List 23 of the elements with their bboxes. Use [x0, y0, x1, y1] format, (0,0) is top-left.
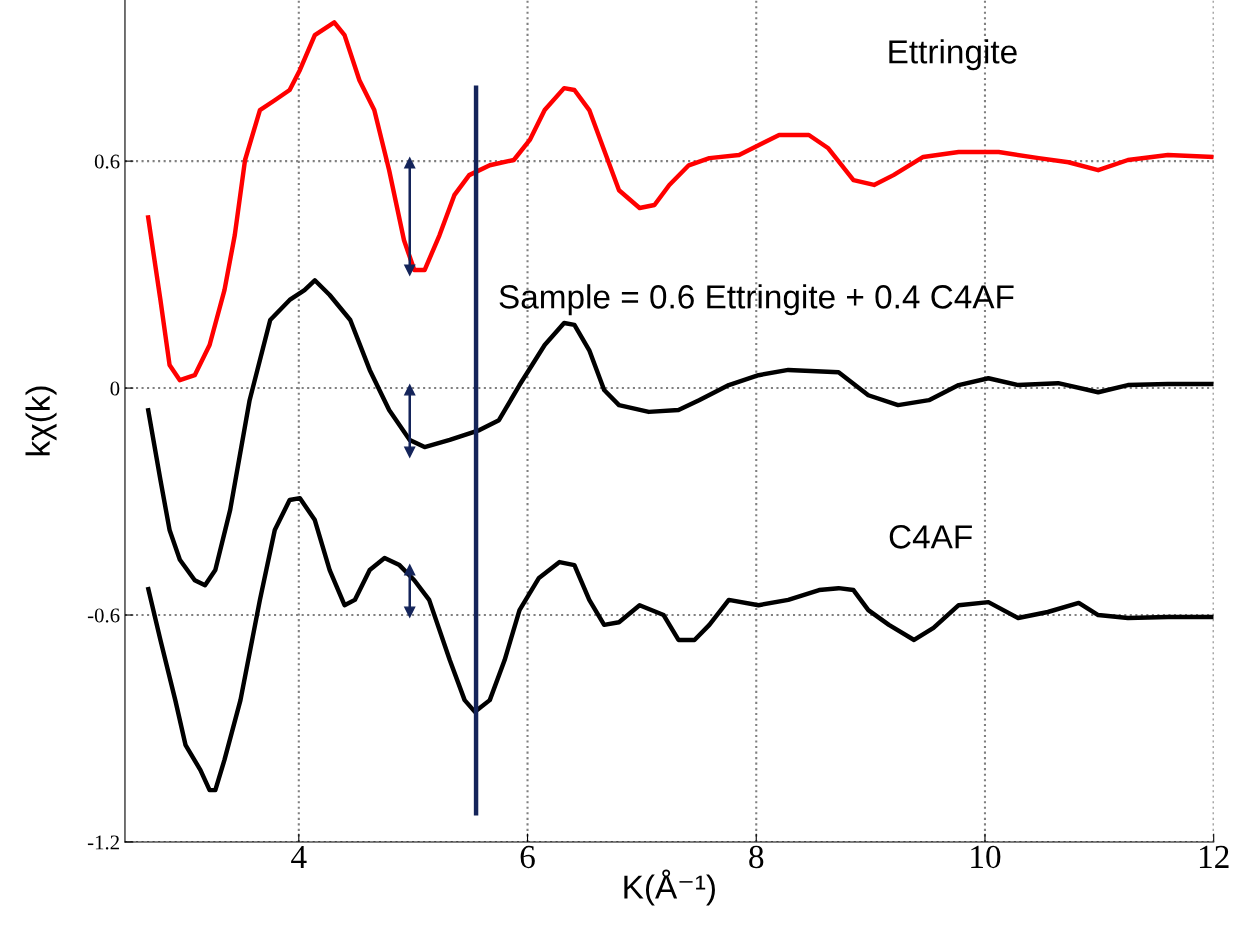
- point: [404, 384, 416, 396]
- point: [404, 606, 416, 618]
- line-series: [145, 278, 1214, 588]
- text: Ettringite: [889, 39, 1017, 71]
- point: [404, 157, 416, 169]
- x-tick-label: 12: [1199, 845, 1229, 868]
- x-tick-label: 8: [749, 845, 764, 869]
- y-tick-label: 0.6: [94, 154, 120, 169]
- series-label: Sample = 0.6 Ettringite + 0.4 C4AF: [499, 284, 1014, 316]
- x-tick-label: 6: [520, 845, 535, 869]
- y-tick-label: 0: [110, 381, 120, 396]
- point: [404, 564, 416, 576]
- x-tick-label: 4: [291, 845, 307, 868]
- y-tick-label: -0.6: [87, 608, 120, 623]
- x-tick-label: 10: [971, 845, 1001, 869]
- point: [404, 446, 416, 458]
- y-tick-label: -1.2: [87, 835, 119, 850]
- series-label: C4AF: [889, 525, 972, 549]
- line-series: [145, 20, 1214, 383]
- x-axis-title: K(Å⁻¹): [624, 869, 715, 906]
- y-axis-title: kχ(k): [25, 386, 57, 456]
- line-series: [145, 495, 1214, 793]
- point: [404, 264, 416, 276]
